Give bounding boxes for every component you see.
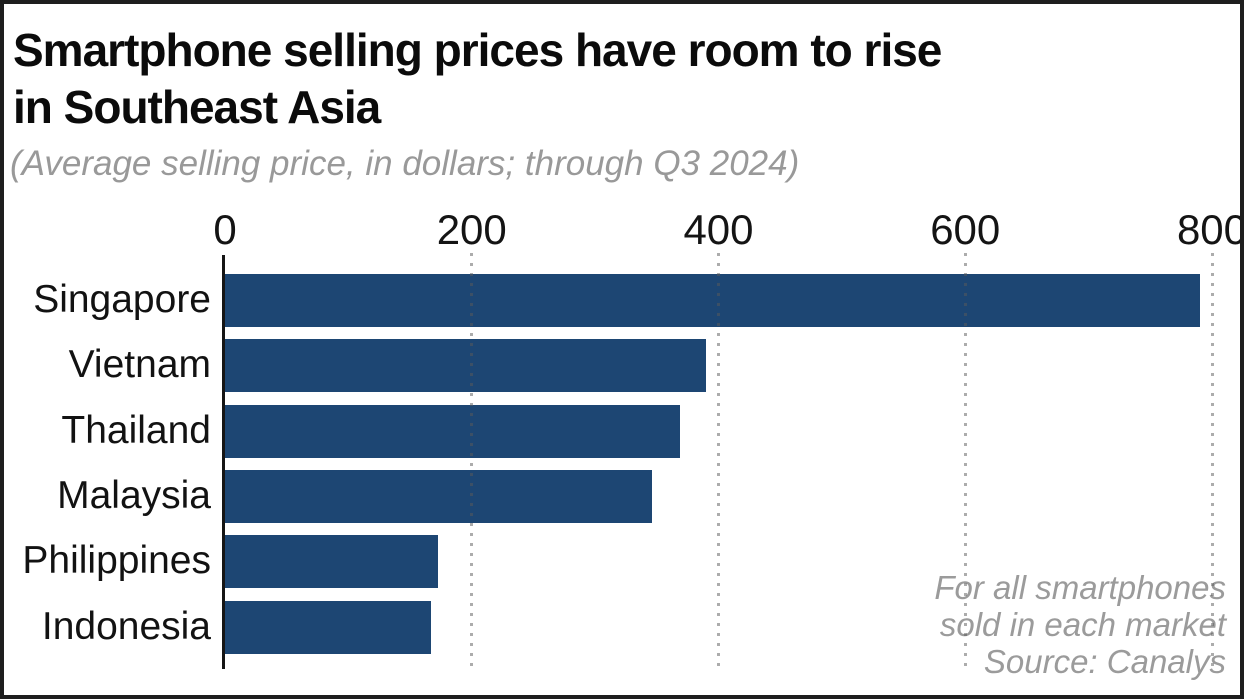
- source-note: For all smartphones sold in each market …: [934, 569, 1226, 680]
- note-line3: Source: Canalys: [983, 643, 1226, 680]
- chart-title-line2: in Southeast Asia: [13, 81, 381, 133]
- x-tick-label-0: 0: [213, 206, 237, 253]
- y-axis-line: [222, 255, 225, 669]
- chart-title-line1: Smartphone selling prices have room to r…: [13, 24, 942, 76]
- note-line1: For all smartphones: [934, 569, 1226, 606]
- x-tick-label-800: 800: [1176, 206, 1244, 253]
- category-label-indonesia: Indonesia: [41, 605, 211, 648]
- bar-indonesia: [225, 601, 431, 654]
- bar-vietnam: [225, 339, 706, 392]
- x-tick-label-600: 600: [930, 206, 1001, 253]
- bar-philippines: [225, 535, 438, 588]
- gridline-200: [470, 253, 474, 669]
- chart-subtitle: (Average selling price, in dollars; thro…: [10, 144, 800, 183]
- x-tick-label-400: 400: [683, 206, 754, 253]
- bar-singapore: [225, 274, 1200, 327]
- note-line2: sold in each market: [939, 606, 1226, 643]
- gridline-400: [717, 253, 720, 669]
- bar-malaysia: [225, 470, 652, 523]
- category-label-singapore: Singapore: [33, 278, 211, 321]
- bar-thailand: [225, 405, 680, 458]
- category-label-thailand: Thailand: [61, 409, 211, 452]
- category-label-philippines: Philippines: [22, 539, 211, 582]
- category-label-vietnam: Vietnam: [68, 343, 211, 386]
- chart-title: Smartphone selling prices have room to r…: [13, 22, 942, 136]
- x-tick-label-200: 200: [436, 206, 507, 253]
- gridline-600: [963, 253, 967, 669]
- category-label-malaysia: Malaysia: [57, 474, 211, 517]
- gridline-800: [1210, 253, 1214, 669]
